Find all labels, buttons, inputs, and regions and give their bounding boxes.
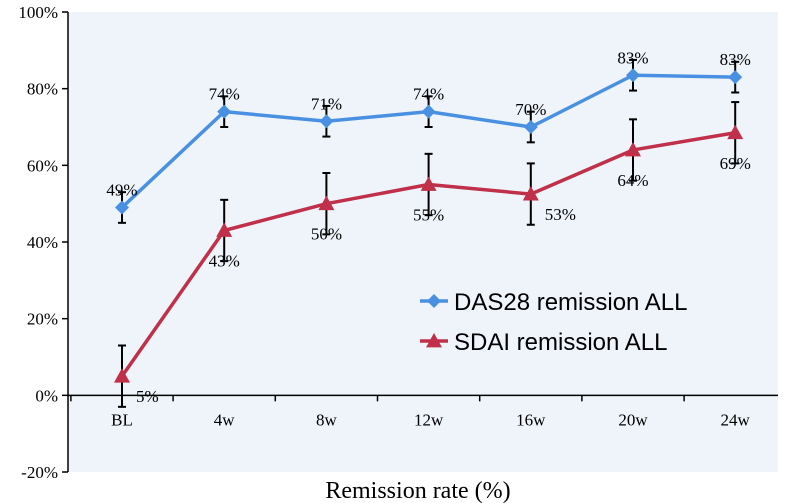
data-label: 50% — [311, 225, 342, 244]
plot-area — [68, 12, 778, 472]
data-point-triangle — [318, 195, 335, 211]
x-tick-label: 20w — [618, 410, 648, 429]
x-tick-label: 4w — [214, 410, 236, 429]
data-label: 43% — [209, 252, 240, 271]
data-point-triangle — [114, 368, 130, 383]
data-label: 55% — [413, 206, 444, 225]
data-point-diamond — [421, 104, 436, 119]
data-point-triangle — [522, 186, 539, 201]
data-point-triangle — [625, 142, 641, 157]
y-tick-label: 20% — [27, 310, 58, 329]
data-label: 74% — [209, 85, 240, 104]
y-tick-label: 60% — [27, 156, 58, 175]
x-tick-label: 24w — [721, 410, 751, 429]
y-tick-label: 80% — [27, 80, 58, 99]
legend-item: DAS28 remission ALL — [420, 289, 687, 316]
series-das28 — [115, 58, 743, 224]
y-tick-label: -20% — [21, 463, 58, 482]
data-point-triangle — [216, 222, 233, 237]
y-tick-label: 0% — [35, 386, 58, 405]
series-sdai — [114, 101, 744, 408]
x-tick-label: 8w — [316, 410, 338, 429]
y-tick-label: 40% — [27, 233, 58, 252]
data-point-diamond — [626, 68, 640, 83]
data-point-triangle — [727, 124, 744, 140]
axes: -20% 0% 20% 40% 60% 80% 100% BL 4w 8w 12w 16w 20w 24w — [18, 3, 778, 482]
data-label: 70% — [515, 100, 546, 119]
data-point-diamond — [319, 114, 334, 129]
data-label: 69% — [720, 154, 751, 173]
series-layer — [114, 58, 744, 408]
legend-item: SDAI remission ALL — [420, 329, 667, 356]
legend-label: SDAI remission ALL — [454, 329, 667, 356]
data-label: 64% — [617, 171, 648, 190]
x-tick-label: BL — [111, 410, 133, 429]
data-point-triangle — [420, 176, 437, 191]
legend-marker — [427, 294, 441, 308]
data-label: 74% — [413, 85, 444, 104]
y-tick-label: 100% — [18, 3, 58, 22]
data-label: 49% — [106, 181, 137, 200]
data-label: 71% — [311, 94, 342, 113]
data-label: 5% — [136, 387, 159, 406]
data-point-diamond — [115, 200, 129, 215]
x-tick-label: 12w — [414, 410, 444, 429]
data-label: 53% — [545, 205, 576, 224]
legend: DAS28 remission ALL SDAI remission ALL — [420, 289, 687, 356]
data-point-diamond — [728, 70, 743, 85]
data-label: 83% — [720, 50, 751, 69]
legend-marker — [426, 333, 442, 348]
data-point-diamond — [523, 120, 538, 134]
x-axis-title: Remission rate (%) — [325, 478, 510, 503]
data-point-diamond — [217, 104, 232, 119]
legend-label: DAS28 remission ALL — [454, 289, 687, 316]
data-label: 83% — [617, 48, 648, 67]
data-labels: 49% 74% 71% 74% 70% 83% 83% 5% 43% 50% 55% 53% 64% 69… — [106, 48, 750, 406]
x-tick-label: 16w — [516, 410, 546, 429]
